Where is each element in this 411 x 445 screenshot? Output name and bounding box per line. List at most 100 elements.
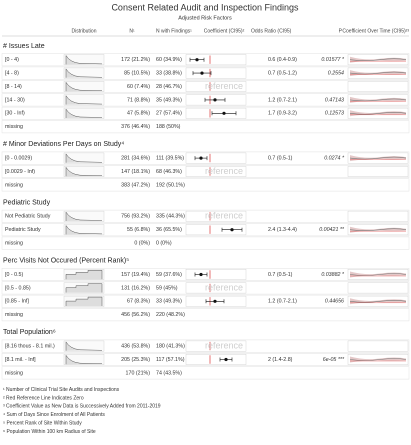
- coefficient-box: [185, 340, 247, 352]
- row: [1, 106, 410, 120]
- row: [1, 339, 410, 353]
- reference: reference: [205, 211, 243, 221]
- row: [1, 165, 410, 178]
- n-findings: 35 (49.3%): [156, 97, 182, 103]
- row: [1, 236, 410, 250]
- n-findings: 60 (34.9%): [156, 57, 182, 63]
- n: 0 (0%): [134, 241, 150, 247]
- n: 60 (7.4%): [127, 84, 150, 90]
- over-time-box: [347, 94, 409, 106]
- coefficient-box: [185, 295, 247, 307]
- reference: reference: [205, 81, 243, 91]
- distribution-curve: [65, 354, 103, 365]
- row-label: missing: [5, 370, 23, 376]
- over-time-box: [347, 210, 409, 222]
- row: [1, 281, 410, 295]
- p-value: 0.03882 *: [321, 272, 345, 278]
- section-title: Total Population⁶: [3, 329, 56, 336]
- n: 85 (10.5%): [124, 71, 150, 77]
- over-time-box: [347, 107, 409, 119]
- over-time-box: [347, 67, 409, 79]
- reference: reference: [205, 340, 243, 350]
- distribution-curve: [65, 340, 103, 351]
- row: [1, 66, 410, 80]
- row-label: [8.1 mil. - Inf]: [5, 357, 36, 363]
- estimate-dot: [224, 357, 228, 362]
- distribution-curve: [65, 108, 103, 118]
- section-title: # Issues Late: [3, 43, 45, 50]
- footnote: ³ Coefficient Value as New Data is Succe…: [3, 404, 161, 410]
- over-time-line: [349, 71, 407, 75]
- n-findings: 335 (44.3%): [156, 214, 185, 220]
- p-value: 0.00421 **: [319, 227, 345, 233]
- column-header: Coefficient Over Time (CI95)²³: [342, 28, 409, 34]
- row: [1, 80, 410, 93]
- row-label: [0.0029 - Inf): [5, 169, 35, 175]
- footnote: ⁶ Population Within 100 km Radius of Sit…: [3, 429, 96, 435]
- coefficient-box: [185, 107, 247, 119]
- over-time-line: [349, 300, 407, 303]
- distribution-box: [63, 340, 105, 352]
- p-value: 0.47143: [325, 97, 344, 103]
- over-time-box: [347, 340, 409, 352]
- n-findings: 68 (46.3%): [156, 169, 182, 175]
- footnote: ² Red Reference Line Indicates Zero: [3, 395, 84, 401]
- column-header: Odds Ratio (CI95): [251, 28, 292, 34]
- n: 756 (93.2%): [121, 214, 150, 220]
- row-label: [0 - 4): [5, 57, 19, 63]
- p-value: 0.2554: [328, 71, 344, 77]
- over-time-line: [349, 112, 407, 115]
- over-time-box: [347, 152, 409, 164]
- row-label: [8.16 thous - 8.1 mil.): [5, 344, 55, 350]
- n: 436 (53.8%): [121, 344, 150, 350]
- distribution-box: [63, 107, 105, 119]
- title: Consent Related Audit and Inspection Fin…: [111, 2, 299, 12]
- row: [1, 93, 410, 107]
- n: 376 (46.4%): [121, 124, 150, 130]
- distribution-curve: [65, 152, 103, 163]
- n-findings: 0 (0%): [156, 241, 172, 247]
- distribution-box: [63, 67, 105, 79]
- row: [1, 53, 410, 67]
- n-findings: 36 (65.5%): [156, 227, 182, 233]
- n-findings: 188 (50%): [156, 124, 181, 130]
- row: [1, 353, 410, 366]
- over-time-box: [347, 295, 409, 307]
- row: [1, 223, 410, 237]
- odds-ratio: 2 (1.4-2.8): [268, 357, 293, 363]
- distribution-curve: [65, 81, 103, 92]
- distribution-curve: [65, 224, 103, 235]
- coefficient-box: [185, 269, 247, 280]
- row: [1, 178, 410, 192]
- odds-ratio: 0.6 (0.4-0.9): [268, 57, 297, 63]
- distribution-box: [63, 224, 105, 236]
- distribution-box: [63, 210, 105, 222]
- footnote: ⁵ Percent Rank of Site Within Study: [3, 421, 82, 427]
- row-label: missing: [5, 312, 23, 318]
- row: [1, 308, 410, 322]
- n-findings: 59 (37.6%): [156, 272, 182, 278]
- row-label: [0.85 - Inf]: [5, 299, 29, 305]
- row-label: [8 - 14): [5, 84, 22, 90]
- distribution-curve: [65, 211, 103, 221]
- odds-ratio: 1.2 (0.7-2.1): [268, 299, 297, 305]
- distribution-curve: [65, 270, 103, 280]
- p-value: 6e-05 ***: [323, 357, 345, 363]
- p-value: 0.0274 *: [324, 156, 345, 162]
- coefficient-box: [185, 54, 247, 66]
- n: 131 (16.2%): [121, 285, 150, 291]
- odds-ratio: 2.4 (1.3-4.4): [268, 227, 297, 233]
- odds-ratio: 0.7 (0.5-1): [268, 272, 293, 278]
- n: 172 (21.2%): [121, 57, 150, 63]
- over-time-line: [349, 273, 407, 276]
- coefficient-box: [185, 94, 247, 106]
- subtitle: Adjusted Risk Factors: [178, 15, 232, 21]
- row: [1, 151, 410, 165]
- p-value: 0.12573: [325, 111, 344, 117]
- row-label: [0 - 0.0029): [5, 156, 32, 162]
- column-header: N with Findings¹: [156, 28, 192, 34]
- row-label: Pediatric Study: [5, 227, 41, 233]
- distribution-curve: [65, 54, 103, 65]
- section-title: Perc Visits Not Occured (Percent Rank)⁵: [3, 258, 129, 265]
